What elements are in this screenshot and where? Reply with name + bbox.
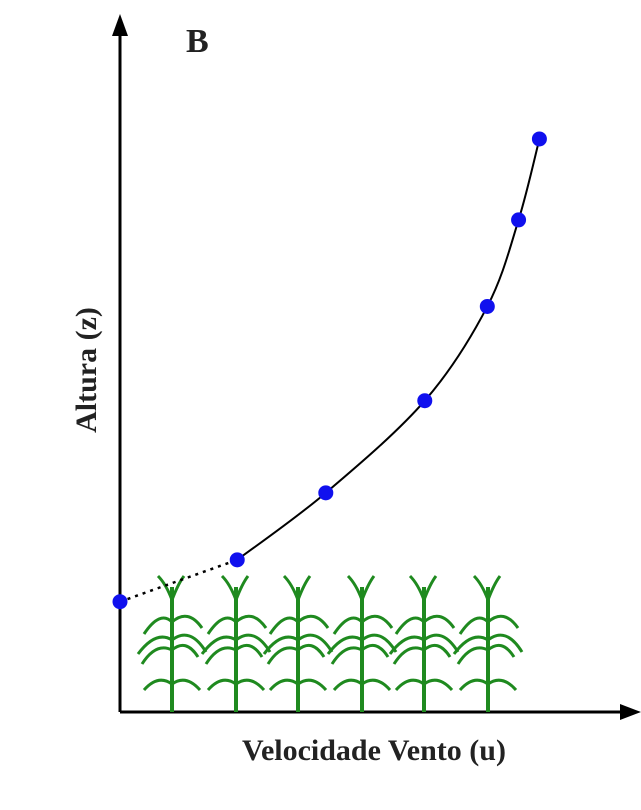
- crop-leaf: [136, 633, 208, 655]
- data-point: [479, 298, 495, 314]
- data-point: [229, 552, 245, 568]
- y-axis-label: Altura (z): [70, 307, 103, 433]
- data-point: [112, 594, 128, 610]
- data-point: [511, 212, 527, 228]
- crop-plant: [204, 574, 268, 714]
- crop-leaf: [326, 633, 398, 655]
- crop-plant: [266, 574, 330, 714]
- crop-plant: [140, 574, 204, 714]
- data-point: [531, 131, 547, 147]
- x-axis-label: Velocidade Vento (u): [242, 734, 506, 767]
- data-point: [417, 393, 433, 409]
- panel-label: B: [186, 23, 209, 60]
- crop-leaf: [388, 633, 460, 655]
- crop-plant: [392, 574, 456, 714]
- crop-canopy: [136, 574, 524, 714]
- crop-plant: [330, 574, 394, 714]
- x-axis-arrow: [620, 704, 641, 720]
- crop-leaf: [262, 633, 334, 655]
- extrapolation-dotted-line: [119, 558, 238, 603]
- data-point: [318, 485, 334, 501]
- crop-plant: [456, 574, 520, 714]
- crop-leaf: [200, 633, 272, 655]
- data-points: [112, 131, 547, 610]
- y-axis-arrow: [112, 14, 128, 36]
- wind-profile-line: [236, 138, 541, 561]
- crop-leaf: [452, 633, 524, 655]
